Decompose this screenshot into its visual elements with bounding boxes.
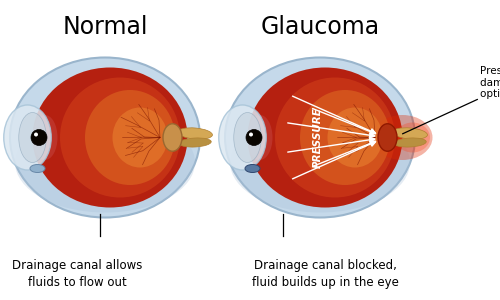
Circle shape [246,130,262,146]
Text: Pressure
damages the
optic nerves: Pressure damages the optic nerves [402,66,500,134]
Ellipse shape [328,107,382,167]
Ellipse shape [395,122,430,152]
Ellipse shape [300,90,390,185]
Ellipse shape [245,164,260,172]
Ellipse shape [394,138,426,147]
Ellipse shape [372,115,432,160]
Ellipse shape [32,115,58,160]
Text: PRESSURE: PRESSURE [312,107,322,168]
Ellipse shape [378,124,397,151]
Ellipse shape [219,105,266,170]
Ellipse shape [392,128,428,139]
Text: Drainage canal allows
fluids to flow out: Drainage canal allows fluids to flow out [12,259,142,289]
Text: Drainage canal blocked,
fluid builds up in the eye: Drainage canal blocked, fluid builds up … [252,259,398,289]
Ellipse shape [248,115,272,160]
Circle shape [31,130,47,146]
Ellipse shape [10,58,200,217]
Ellipse shape [234,112,261,163]
Ellipse shape [112,107,168,167]
Ellipse shape [275,77,395,197]
Text: Glaucoma: Glaucoma [260,15,380,39]
Ellipse shape [32,68,188,208]
Text: Normal: Normal [62,15,148,39]
Ellipse shape [60,77,180,197]
Ellipse shape [30,164,45,172]
Circle shape [34,133,38,136]
Ellipse shape [19,112,46,163]
Ellipse shape [4,105,52,170]
Ellipse shape [230,112,410,212]
Ellipse shape [178,128,212,139]
Circle shape [249,133,253,136]
Ellipse shape [85,90,175,185]
Ellipse shape [15,112,195,212]
Ellipse shape [248,68,402,208]
Ellipse shape [225,58,415,217]
Ellipse shape [163,124,182,151]
Ellipse shape [179,138,211,147]
